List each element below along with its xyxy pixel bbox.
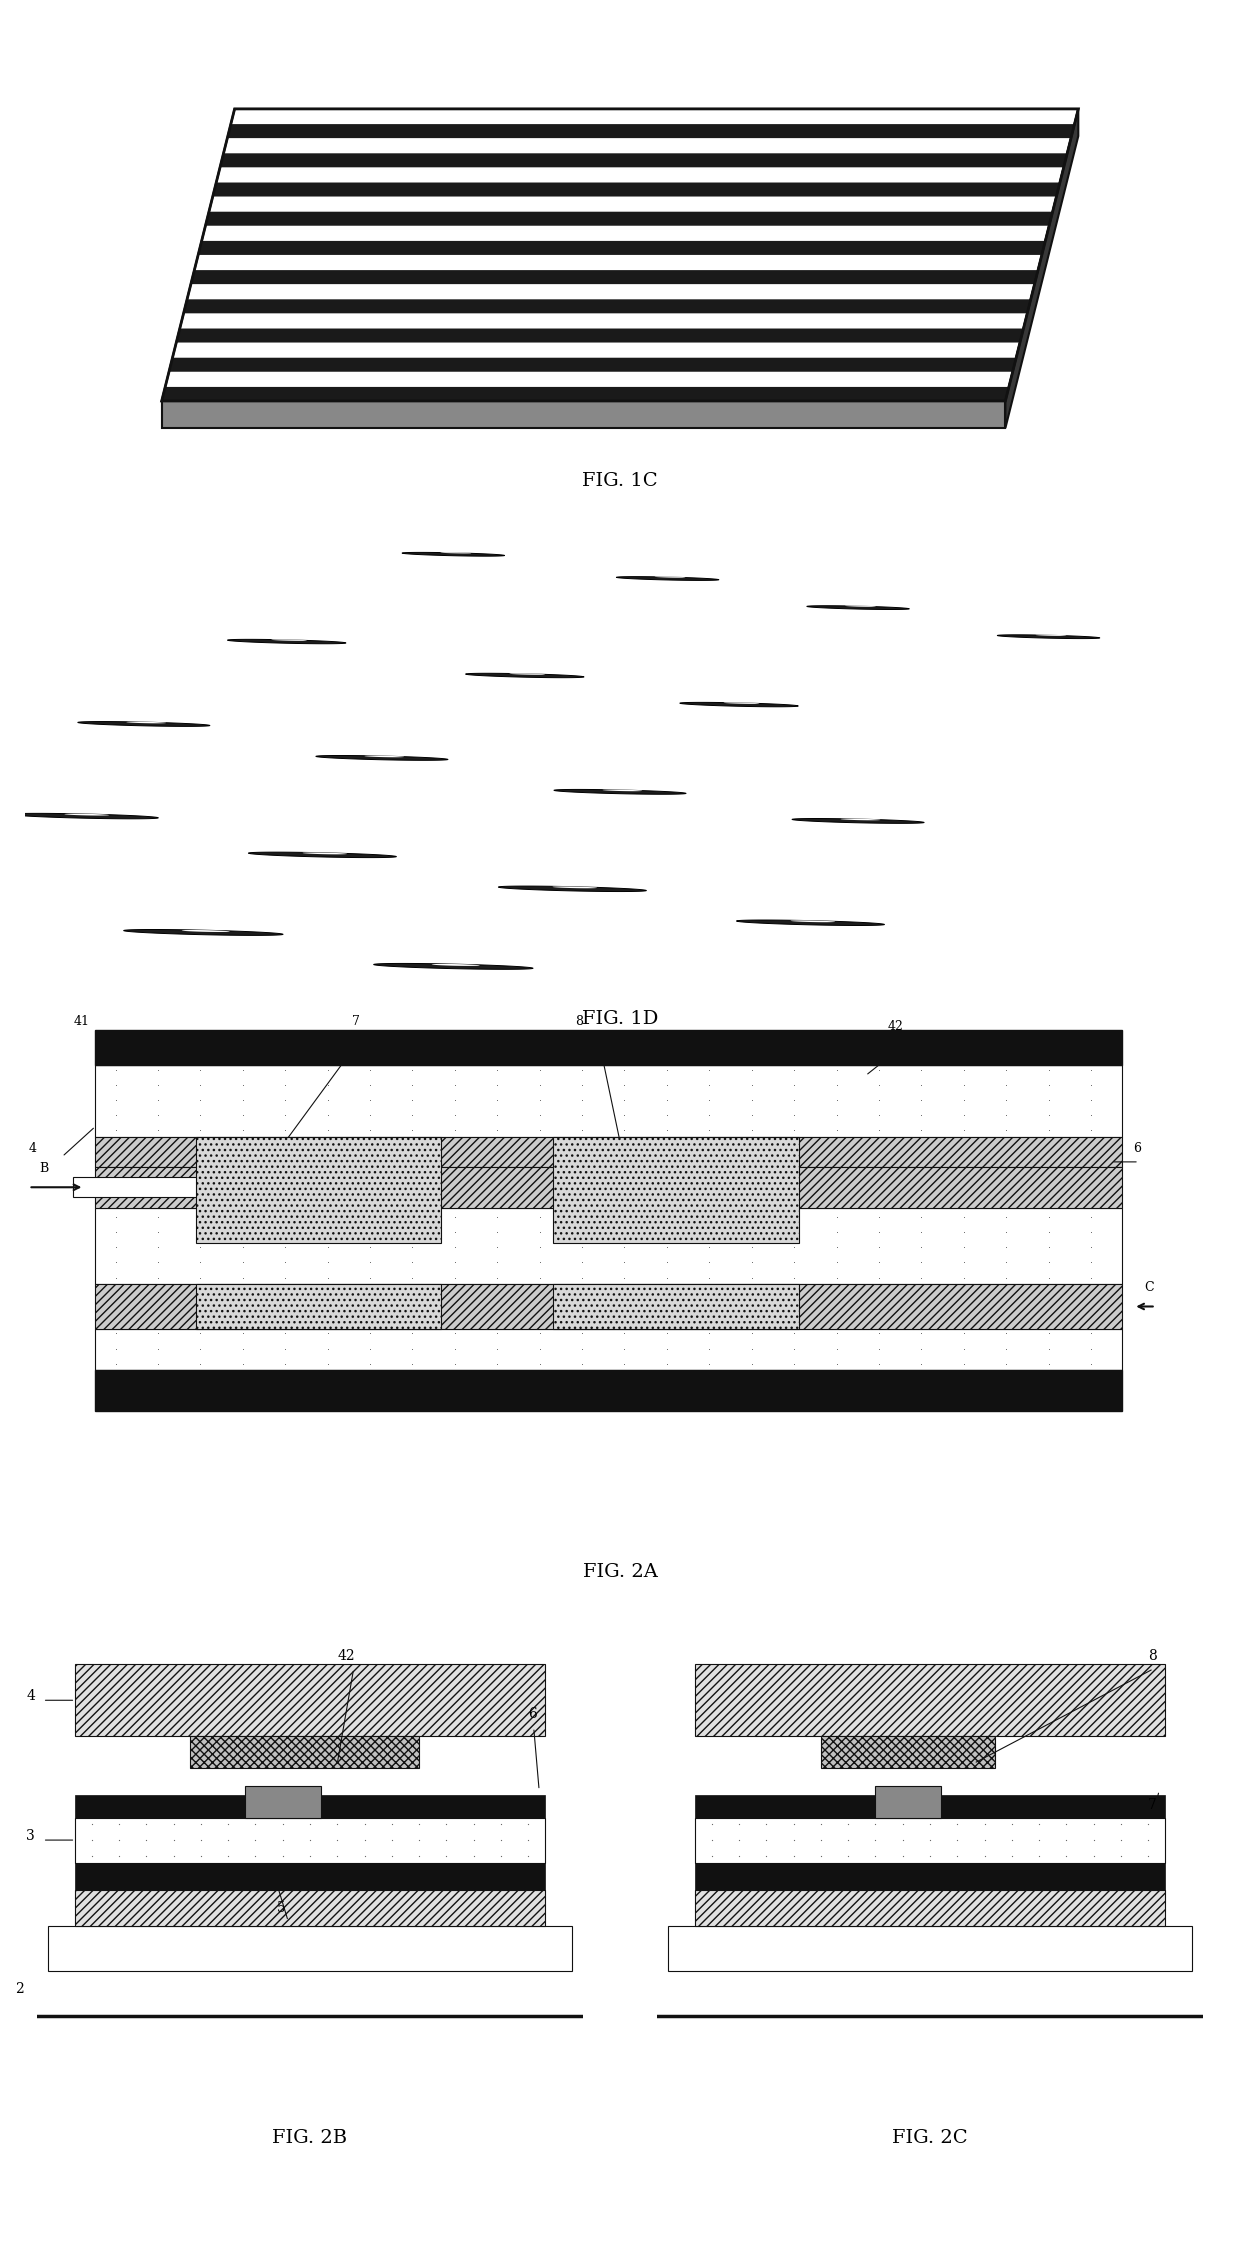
Text: 4: 4: [29, 1141, 36, 1155]
Polygon shape: [696, 1818, 1164, 1863]
Text: 4: 4: [26, 1689, 35, 1703]
Text: 41: 41: [73, 1015, 89, 1028]
Polygon shape: [465, 674, 584, 679]
Polygon shape: [227, 640, 346, 643]
Text: 7: 7: [1148, 1797, 1157, 1811]
Polygon shape: [95, 1209, 1122, 1283]
Polygon shape: [95, 1330, 1122, 1369]
Polygon shape: [76, 1890, 544, 1926]
Polygon shape: [680, 701, 799, 706]
Polygon shape: [95, 1168, 1122, 1209]
Polygon shape: [373, 963, 533, 970]
Text: 3: 3: [26, 1829, 35, 1842]
Polygon shape: [696, 1863, 1164, 1890]
Text: 42: 42: [337, 1648, 355, 1662]
Text: 8: 8: [1148, 1648, 1157, 1662]
Polygon shape: [316, 755, 448, 760]
Polygon shape: [616, 577, 719, 580]
Polygon shape: [124, 929, 283, 936]
Polygon shape: [244, 1786, 321, 1818]
Polygon shape: [95, 1067, 1122, 1137]
Polygon shape: [737, 920, 884, 925]
Polygon shape: [161, 388, 1009, 401]
Polygon shape: [792, 819, 924, 823]
Polygon shape: [997, 636, 1100, 638]
Polygon shape: [48, 1926, 572, 1971]
Text: 6: 6: [1133, 1141, 1141, 1155]
Polygon shape: [553, 1283, 799, 1330]
Polygon shape: [554, 789, 686, 794]
Polygon shape: [76, 1795, 544, 1818]
Polygon shape: [95, 1031, 1122, 1067]
Polygon shape: [95, 1369, 1122, 1412]
Polygon shape: [696, 1664, 1164, 1736]
Polygon shape: [875, 1786, 941, 1818]
Polygon shape: [10, 814, 159, 819]
Polygon shape: [196, 1283, 441, 1330]
Polygon shape: [196, 1137, 441, 1243]
Polygon shape: [227, 124, 1075, 138]
Polygon shape: [553, 1137, 799, 1243]
Polygon shape: [248, 852, 397, 857]
Polygon shape: [198, 241, 1045, 255]
Polygon shape: [191, 271, 1038, 284]
Polygon shape: [76, 1818, 544, 1863]
Polygon shape: [821, 1736, 996, 1768]
Polygon shape: [95, 1283, 1122, 1330]
Text: 7: 7: [352, 1015, 360, 1028]
Polygon shape: [498, 886, 646, 891]
Text: 42: 42: [888, 1019, 904, 1033]
Text: 8: 8: [575, 1015, 583, 1028]
Text: B: B: [40, 1161, 48, 1175]
Polygon shape: [76, 1863, 544, 1890]
Polygon shape: [219, 153, 1068, 167]
Text: FIG. 2A: FIG. 2A: [583, 1563, 657, 1581]
Text: FIG. 2C: FIG. 2C: [893, 2129, 967, 2147]
Polygon shape: [176, 329, 1023, 343]
Text: C: C: [1145, 1281, 1154, 1294]
Text: FIG. 2B: FIG. 2B: [273, 2129, 347, 2147]
Polygon shape: [73, 1177, 196, 1197]
Polygon shape: [169, 359, 1017, 372]
Polygon shape: [78, 722, 210, 726]
Polygon shape: [696, 1795, 1164, 1818]
Text: FIG. 1C: FIG. 1C: [583, 471, 657, 489]
Polygon shape: [206, 212, 1053, 226]
Text: 2: 2: [15, 1982, 24, 1996]
Text: FIG. 1D: FIG. 1D: [582, 1010, 658, 1028]
Polygon shape: [161, 108, 1079, 401]
Polygon shape: [76, 1664, 544, 1736]
Text: 6: 6: [528, 1707, 537, 1721]
Polygon shape: [95, 1137, 1122, 1168]
Text: 5: 5: [278, 1901, 286, 1914]
Polygon shape: [807, 607, 909, 609]
Polygon shape: [161, 401, 1006, 428]
Polygon shape: [213, 183, 1060, 196]
Polygon shape: [402, 552, 505, 557]
Polygon shape: [1006, 108, 1079, 428]
Polygon shape: [184, 300, 1030, 313]
Polygon shape: [668, 1926, 1192, 1971]
Polygon shape: [696, 1890, 1164, 1926]
Polygon shape: [190, 1736, 419, 1768]
